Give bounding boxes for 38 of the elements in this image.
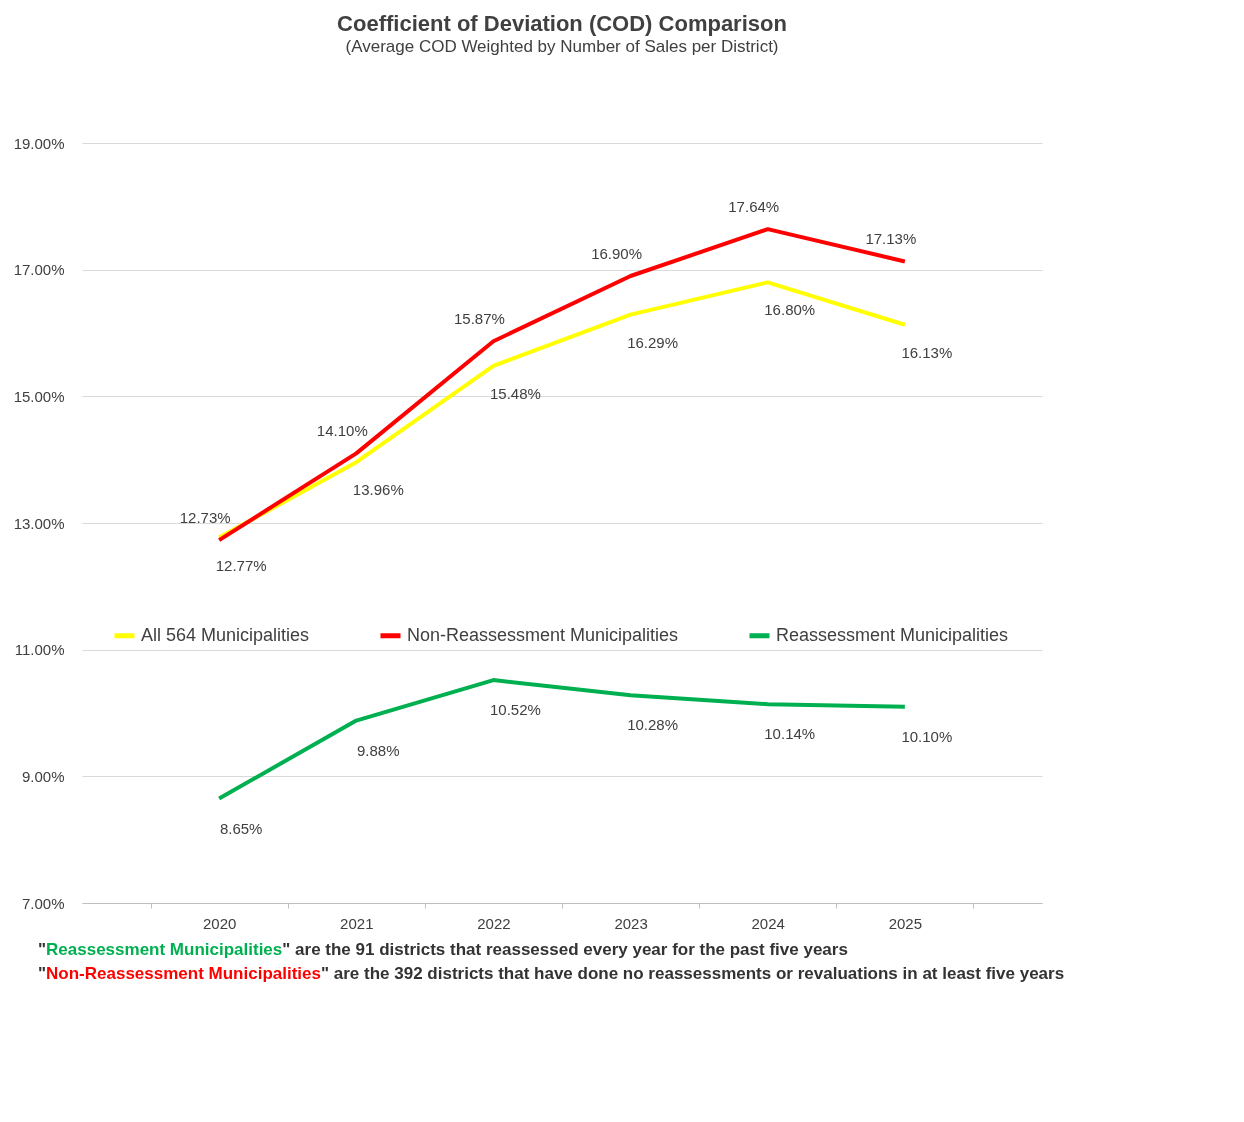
y-tick-label: 7.00% bbox=[21, 894, 65, 912]
y-tick-label: 11.00% bbox=[14, 641, 65, 659]
chart-subtitle: (Average COD Weighted by Number of Sales per District) bbox=[345, 37, 779, 56]
x-tick-label: 2022 bbox=[477, 914, 511, 932]
data-label: 14.10% bbox=[316, 422, 368, 440]
data-label: 10.28% bbox=[627, 716, 679, 734]
data-label: 12.77% bbox=[215, 556, 267, 574]
x-tick-label: 2024 bbox=[751, 914, 785, 932]
data-label: 17.64% bbox=[728, 198, 780, 216]
data-label: 16.29% bbox=[627, 333, 679, 351]
x-tick-label: 2021 bbox=[340, 914, 374, 932]
data-label: 16.90% bbox=[591, 245, 643, 262]
legend-label: Reassessment Municipalities bbox=[776, 624, 1009, 645]
data-label: 10.52% bbox=[489, 701, 541, 719]
y-tick-label: 19.00% bbox=[13, 134, 65, 152]
data-label: 8.65% bbox=[219, 819, 263, 837]
text: "Reassessment Municipalities" are the 91 districts that reassessed every year for the past five years bbox=[38, 940, 849, 960]
chart-title: Coefficient of Deviation (COD) Comparison bbox=[337, 11, 787, 36]
data-label: 9.88% bbox=[357, 741, 400, 759]
data-label: 13.96% bbox=[352, 481, 404, 499]
data-label: 15.87% bbox=[453, 310, 505, 328]
data-label: 12.73% bbox=[179, 509, 231, 527]
y-tick-label: 13.00% bbox=[13, 514, 65, 532]
y-tick-label: 15.00% bbox=[13, 387, 65, 405]
y-tick-label: 17.00% bbox=[13, 261, 65, 279]
y-tick-label: 9.00% bbox=[21, 767, 65, 785]
x-tick-label: 2025 bbox=[888, 914, 923, 932]
legend-label: All 564 Municipalities bbox=[141, 624, 310, 645]
data-label: 10.14% bbox=[764, 725, 816, 743]
x-tick-label: 2020 bbox=[202, 914, 237, 932]
data-label: 10.10% bbox=[901, 727, 953, 745]
data-label: 16.13% bbox=[901, 343, 953, 361]
data-label: 15.48% bbox=[489, 384, 541, 402]
data-label: 16.80% bbox=[764, 301, 816, 319]
data-label: 17.13% bbox=[865, 230, 917, 248]
x-tick-label: 2023 bbox=[614, 914, 648, 932]
text: "Non-Reassessment Municipalities" are the 392 districts that have done no reassessments or revaluations in at least five years bbox=[38, 964, 1066, 984]
legend-label: Non-Reassessment Municipalities bbox=[407, 624, 679, 645]
